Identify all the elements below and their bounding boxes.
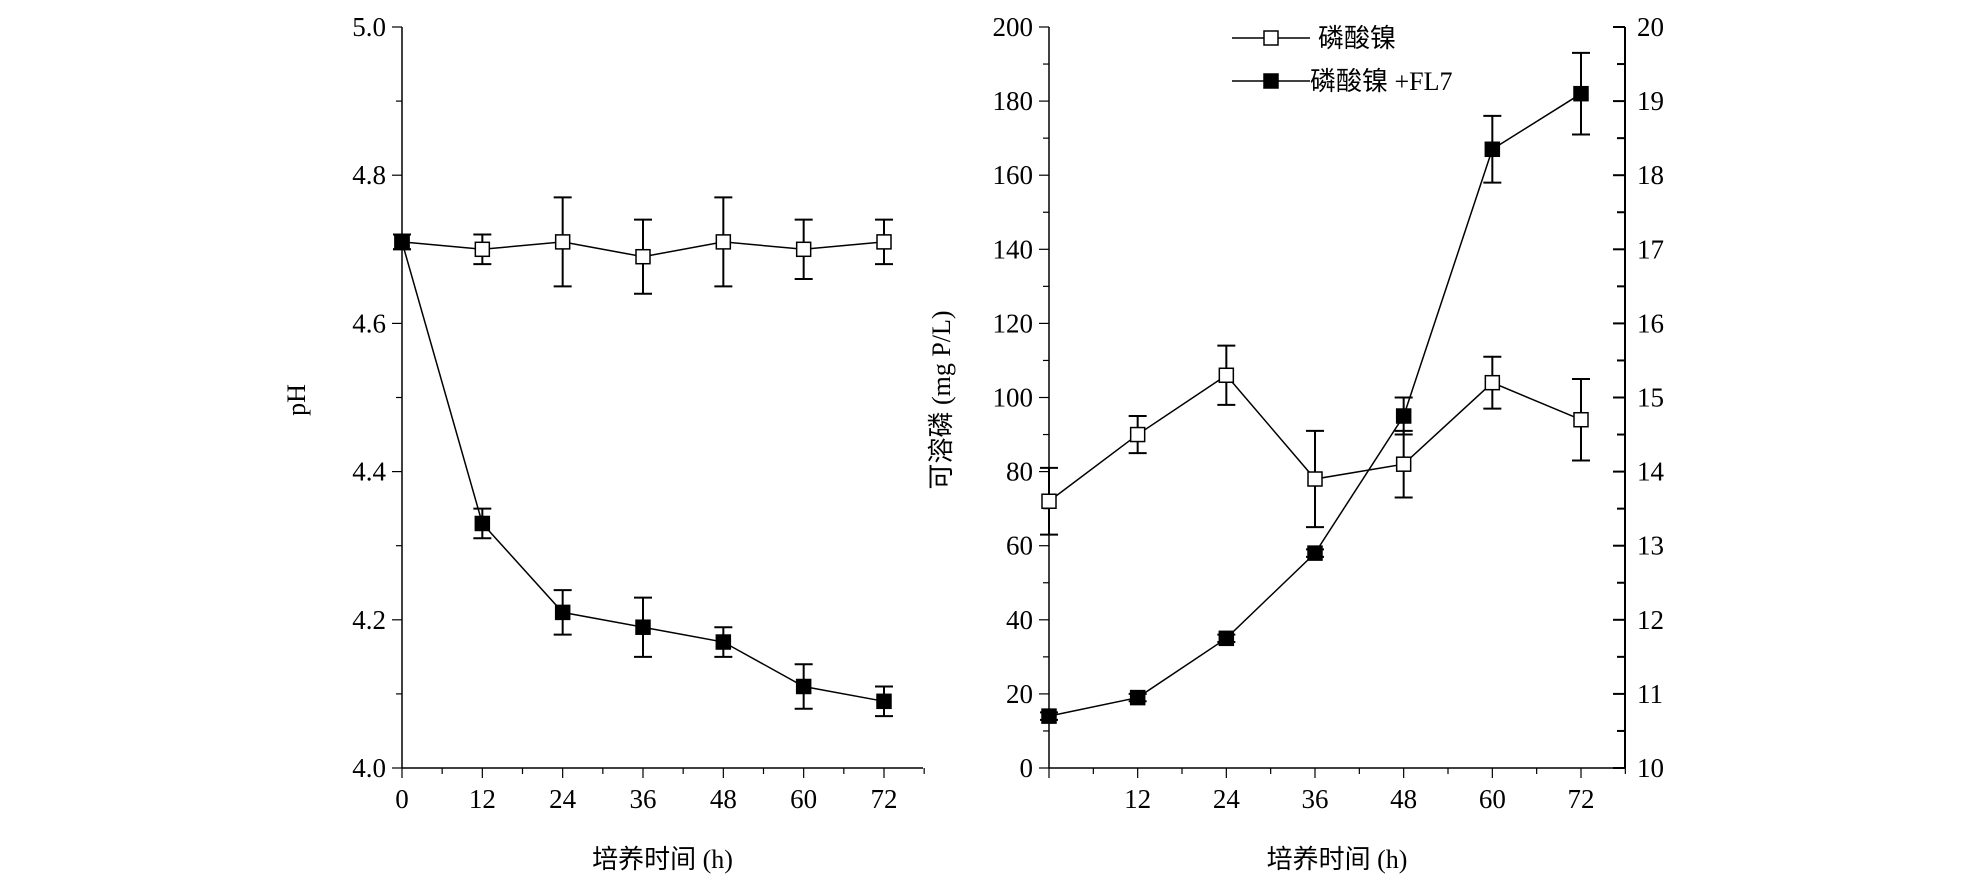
- y-axis-title: 可溶磷 (mg P/L): [927, 310, 956, 489]
- data-point: [715, 634, 732, 650]
- legend-marker: [1263, 73, 1279, 89]
- data-point: [1041, 493, 1057, 509]
- data-point: [1218, 367, 1235, 384]
- legend-marker: [1263, 30, 1279, 46]
- x-tick-label: 24: [1213, 784, 1241, 814]
- y-tick-label: 100: [993, 383, 1034, 413]
- y-tick-label: 200: [993, 12, 1034, 42]
- series-line: [1048, 93, 1582, 717]
- data-point: [795, 678, 812, 695]
- x-tick-label: 72: [1568, 784, 1595, 814]
- legend-label: 磷酸镍 +FL7: [1310, 67, 1453, 96]
- y-tick-label: 5.0: [352, 12, 386, 42]
- data-point: [635, 619, 651, 635]
- chart-panel-1: 0 12 24 36 48 60 72 4.0 4.2 4.4 4.6 4.8 5.0 培养时间 (h) p…: [282, 12, 925, 874]
- data-point: [554, 234, 571, 250]
- series-open: [1040, 344, 1590, 536]
- data-point: [1129, 426, 1146, 443]
- y-tick-label: 80: [1006, 457, 1033, 487]
- x-tick-label: 60: [1479, 784, 1506, 814]
- y-tick-label: 4.2: [352, 605, 386, 635]
- y2-tick-label: 15: [1637, 383, 1664, 413]
- data-point: [635, 248, 651, 265]
- x-tick-label: 72: [871, 784, 898, 814]
- y-tick-label: 4.8: [352, 160, 386, 190]
- y-tick-label: 120: [993, 308, 1034, 338]
- y-tick-label: 40: [1006, 605, 1033, 635]
- data-point: [394, 234, 410, 250]
- y-tick-label: 160: [993, 160, 1034, 190]
- x-tick-label: 24: [549, 784, 577, 814]
- data-point: [1573, 85, 1589, 102]
- x-tick-label: 60: [790, 784, 817, 814]
- data-point: [1307, 545, 1323, 561]
- x-tick-label: 0: [395, 784, 409, 814]
- x-tick-label: 36: [1302, 784, 1329, 814]
- y-axis-title: pH: [282, 384, 311, 416]
- data-point: [1573, 411, 1589, 428]
- y2-tick-label: 10: [1637, 753, 1664, 783]
- data-point: [554, 604, 571, 621]
- data-point: [1395, 456, 1412, 472]
- y2-tick-label: 16: [1637, 308, 1664, 338]
- data-point: [876, 693, 892, 710]
- y-tick-label: 180: [993, 86, 1034, 116]
- y2-tick-label: 18: [1637, 160, 1664, 190]
- y-tick-label: 140: [993, 234, 1034, 264]
- y2-tick-label: 14: [1637, 457, 1665, 487]
- y2-tick-label: 17: [1637, 234, 1664, 264]
- y-tick-label: 60: [1006, 531, 1033, 561]
- x-tick-label: 12: [469, 784, 496, 814]
- data-point: [1041, 708, 1057, 724]
- data-point: [1307, 471, 1323, 487]
- x-axis-title: 培养时间 (h): [592, 845, 733, 874]
- y2-tick-label: 13: [1637, 531, 1664, 561]
- y2-tick-label: 11: [1637, 679, 1663, 709]
- chart-panel-2: 12 24 36 48 60 72 0 20 40 60 80 100 120 140 160 180 200 1…: [927, 12, 1665, 874]
- y2-tick-label: 20: [1637, 12, 1664, 42]
- data-point: [1218, 630, 1235, 647]
- y2-tick-label: 12: [1637, 605, 1664, 635]
- series-filled: [1040, 51, 1590, 724]
- y2-tick-label: 19: [1637, 86, 1664, 116]
- series-filled: [393, 233, 893, 718]
- data-point: [1129, 689, 1146, 706]
- data-point: [1484, 141, 1501, 158]
- x-tick-label: 48: [710, 784, 737, 814]
- x-tick-label: 48: [1390, 784, 1417, 814]
- legend-label: 磷酸镍: [1318, 24, 1396, 53]
- x-tick-label: 36: [630, 784, 657, 814]
- data-point: [1484, 374, 1501, 391]
- data-point: [1395, 408, 1412, 424]
- data-point: [876, 234, 892, 250]
- data-point: [795, 241, 812, 258]
- data-point: [474, 241, 491, 258]
- y-tick-label: 4.4: [352, 457, 386, 487]
- y-tick-label: 20: [1006, 679, 1033, 709]
- data-point: [474, 515, 491, 532]
- y-tick-label: 0: [1020, 753, 1034, 783]
- data-point: [715, 234, 732, 250]
- x-axis-title: 培养时间 (h): [1267, 845, 1408, 874]
- x-tick-label: 12: [1124, 784, 1151, 814]
- y-tick-label: 4.0: [352, 753, 386, 783]
- series-open: [393, 196, 893, 295]
- y-tick-label: 4.6: [352, 308, 386, 338]
